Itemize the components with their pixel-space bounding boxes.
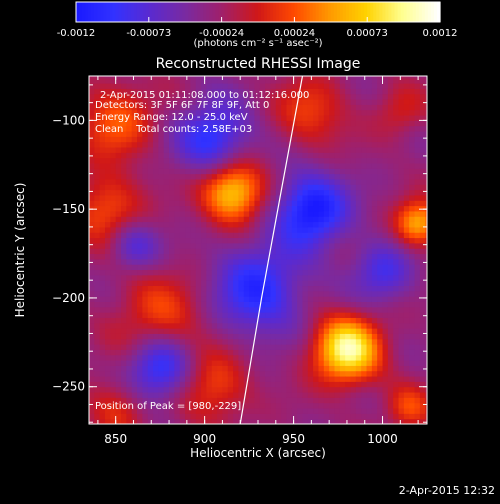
colorbar-tick-label: -0.0012 <box>57 28 96 39</box>
axes: 850 900 950 1000 −100 −150 −200 −250 <box>52 76 427 446</box>
x-axis-label: Heliocentric X (arcsec) <box>190 446 326 460</box>
heatmap-image <box>89 76 427 424</box>
annotation-peak-position: Position of Peak = [980,-229] <box>95 401 241 412</box>
y-tick-label: −150 <box>52 202 85 216</box>
x-tick-label: 900 <box>193 432 216 446</box>
colorbar: -0.0012 -0.00073 -0.00024 0.00024 0.00073 0.0… <box>57 1 458 39</box>
chart-title: Reconstructed RHESSI Image <box>156 56 361 72</box>
solar-limb-line <box>239 76 304 424</box>
y-axis-label: Heliocentric Y (arcsec) <box>13 183 27 318</box>
annotation-time-range: 2-Apr-2015 01:11:08.000 to 01:12:16.000 <box>100 90 309 101</box>
colorbar-unit-label: (photons cm⁻² s⁻¹ asec⁻²) <box>193 38 322 49</box>
y-tick-label: −250 <box>52 380 85 394</box>
annotation-clean-counts: Clean Total counts: 2.58E+03 <box>95 124 252 135</box>
x-tick-label: 950 <box>282 432 305 446</box>
y-tick-label: −200 <box>52 291 85 305</box>
colorbar-tick-label: -0.00073 <box>126 28 171 39</box>
colorbar-tick-label: 0.00073 <box>347 28 388 39</box>
x-tick-label: 1000 <box>367 432 398 446</box>
annotation-detectors: Detectors: 3F 5F 6F 7F 8F 9F, Att 0 <box>95 100 269 111</box>
colorbar-tick-label: 0.0012 <box>423 28 458 39</box>
y-tick-label: −100 <box>52 113 85 127</box>
colorbar-tick-label: 0.00024 <box>274 28 315 39</box>
annotation-energy-range: Energy Range: 12.0 - 25.0 keV <box>95 112 248 123</box>
x-tick-label: 850 <box>104 432 127 446</box>
colorbar-tick-label: -0.00024 <box>199 28 244 39</box>
timestamp: 2-Apr-2015 12:32 <box>399 484 495 497</box>
annotation-block: 2-Apr-2015 01:11:08.000 to 01:12:16.000 … <box>95 90 309 412</box>
